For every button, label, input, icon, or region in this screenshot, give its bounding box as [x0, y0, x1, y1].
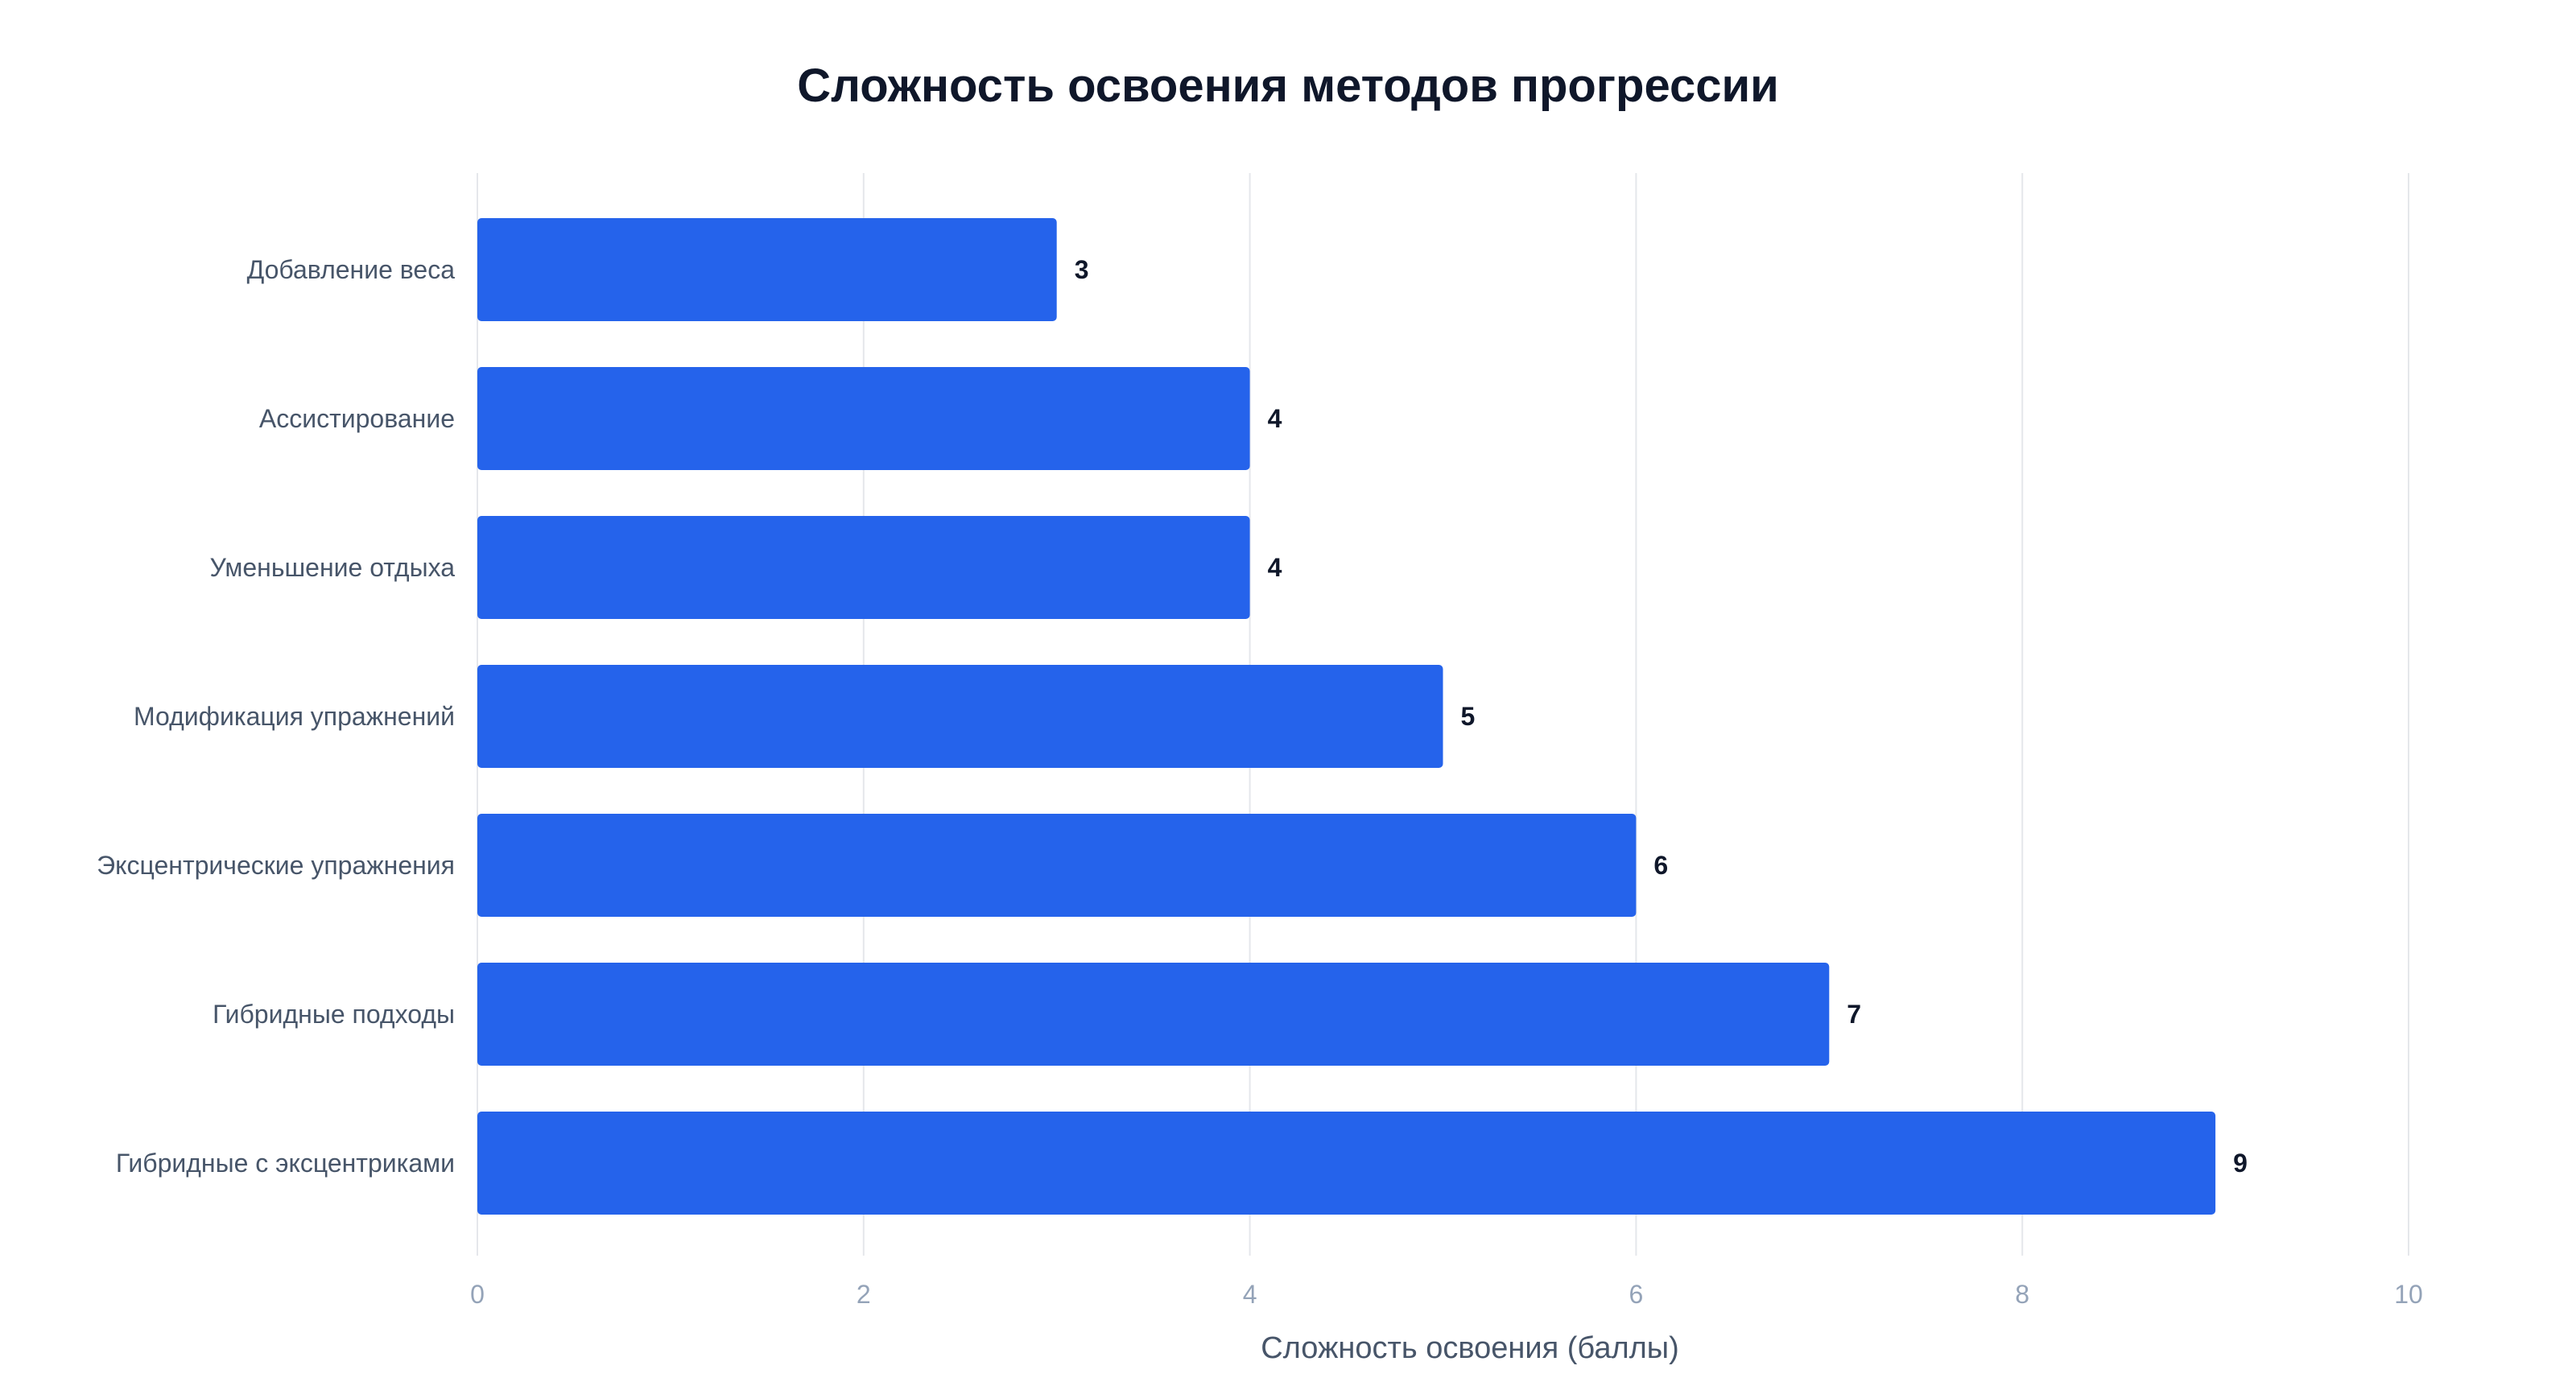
value-label: 9	[2233, 1149, 2248, 1178]
category-label: Уменьшение отдыха	[209, 553, 455, 582]
bar	[477, 814, 1637, 917]
category-label: Эксцентрические упражнения	[97, 851, 455, 880]
bar	[477, 665, 1443, 768]
category-label: Модификация упражнений	[134, 702, 455, 731]
value-label: 3	[1075, 255, 1089, 284]
category-label: Гибридные с эксцентриками	[116, 1149, 455, 1178]
x-tick-label: 10	[2394, 1280, 2423, 1309]
bar	[477, 963, 1830, 1066]
bar	[477, 516, 1250, 619]
category-labels: Добавление веса Ассистирование Уменьшение …	[97, 255, 455, 1178]
x-tick-label: 2	[857, 1280, 871, 1309]
x-tick-label: 8	[2015, 1280, 2029, 1309]
value-label: 4	[1268, 553, 1282, 582]
x-tick-label: 4	[1243, 1280, 1257, 1309]
value-label: 5	[1461, 702, 1476, 731]
x-axis-title: Сложность освоения (баллы)	[1261, 1331, 1679, 1365]
x-axis-ticks: 0 2 4 6 8 10	[470, 1280, 2423, 1309]
x-tick-label: 0	[470, 1280, 485, 1309]
chart-title: Сложность освоения методов прогрессии	[797, 60, 1779, 112]
value-label: 6	[1653, 851, 1668, 880]
bar	[477, 218, 1057, 321]
category-label: Гибридные подходы	[213, 1000, 455, 1029]
bar	[477, 367, 1250, 470]
value-labels: 3 4 4 5 6 7 9	[1075, 255, 2248, 1178]
value-label: 4	[1268, 404, 1282, 433]
bars	[477, 218, 2216, 1215]
category-label: Ассистирование	[259, 404, 455, 433]
value-label: 7	[1847, 1000, 1861, 1029]
category-label: Добавление веса	[247, 255, 456, 284]
x-tick-label: 6	[1629, 1280, 1644, 1309]
bar	[477, 1112, 2216, 1215]
